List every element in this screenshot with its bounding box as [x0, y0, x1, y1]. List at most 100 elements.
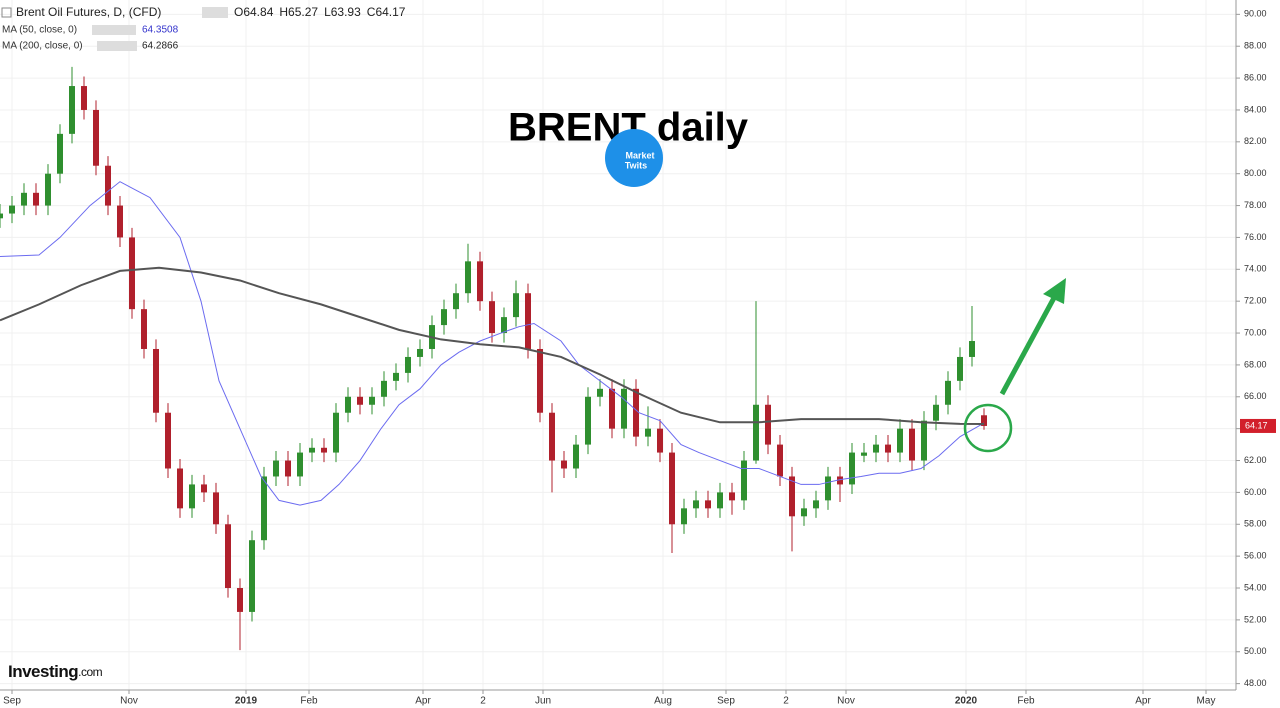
candle-body [141, 309, 147, 349]
y-tick-label: 60.00 [1244, 487, 1267, 497]
candle-body [537, 348, 543, 413]
candle-body [213, 492, 219, 525]
candle-body [861, 452, 867, 456]
candle-body [873, 444, 879, 453]
logo-text: Market [625, 150, 654, 160]
candle-body [717, 492, 723, 509]
y-tick-label: 48.00 [1244, 678, 1267, 688]
candle-body [741, 460, 747, 501]
candle-body [345, 396, 351, 413]
candle-body [609, 388, 615, 429]
candle-body [885, 444, 891, 453]
x-tick-label: Apr [415, 696, 431, 707]
legend-label: MA (200, close, 0) [2, 41, 83, 52]
candle-body [849, 452, 855, 485]
candle-body [285, 460, 291, 477]
candle-body [393, 372, 399, 381]
ohlc-values: O64.84 H65.27 L63.93 C64.17 [234, 5, 406, 19]
y-tick-label: 70.00 [1244, 327, 1267, 337]
candle-body [309, 447, 315, 453]
last-price-tag: 64.17 [1240, 418, 1276, 433]
candle-body [9, 205, 15, 214]
candle-body [657, 428, 663, 453]
candle-body [369, 396, 375, 405]
candle-body [297, 452, 303, 477]
collapse-icon[interactable] [1, 7, 12, 18]
candle-body [105, 165, 111, 206]
candle-body [81, 86, 87, 110]
candle-body [801, 508, 807, 517]
candle-body [945, 380, 951, 405]
annotation-arrow [999, 294, 1058, 396]
candle-body [69, 86, 75, 134]
y-tick-label: 72.00 [1244, 296, 1267, 306]
moving-average-line [0, 266, 985, 426]
candle-body [21, 192, 27, 206]
candle-body [621, 388, 627, 429]
x-tick-label: Nov [837, 696, 855, 707]
annotation-arrowhead [1043, 278, 1066, 304]
y-tick-label: 88.00 [1244, 41, 1267, 51]
x-tick-label: Apr [1135, 696, 1151, 707]
candle-body [117, 205, 123, 238]
x-tick-label: Nov [120, 696, 138, 707]
candle-body [273, 460, 279, 477]
candle-body [765, 404, 771, 445]
legend-label: MA (50, close, 0) [2, 25, 77, 36]
y-tick-label: 66.00 [1244, 391, 1267, 401]
candle-body [177, 468, 183, 509]
candle-body [549, 412, 555, 461]
x-tick-label: Feb [1017, 696, 1035, 707]
candle-body [597, 388, 603, 397]
candle-body [573, 444, 579, 469]
candle-body [957, 356, 963, 381]
legend-buttons[interactable] [97, 41, 137, 51]
y-tick-label: 56.00 [1244, 551, 1267, 561]
candle-body [585, 396, 591, 445]
ohlc-value: L63.93 [324, 5, 361, 19]
candle-body [381, 380, 387, 397]
candle-body [189, 484, 195, 509]
last-price-background [1240, 418, 1276, 433]
candle-body [753, 404, 759, 461]
legend-buttons[interactable] [92, 25, 136, 35]
y-tick-label: 50.00 [1244, 646, 1267, 656]
candle-body [93, 109, 99, 166]
candle-body [669, 452, 675, 525]
watermark-logo: Market Twits [605, 129, 663, 187]
legend-value: 64.3508 [142, 25, 179, 36]
candle-body [441, 309, 447, 326]
candle-body [681, 508, 687, 525]
x-tick-label: Jun [535, 696, 551, 707]
candle-body [933, 404, 939, 421]
logo-circle [605, 129, 663, 187]
candle-body [729, 492, 735, 501]
candle-body [417, 348, 423, 357]
y-tick-label: 74.00 [1244, 264, 1267, 274]
y-tick-label: 78.00 [1244, 200, 1267, 210]
legend: Brent Oil Futures, D, (CFD) O64.84 H65.27… [1, 5, 406, 52]
candle-body [501, 317, 507, 334]
x-tick-label: Sep [3, 696, 21, 707]
candle-body [45, 173, 51, 206]
candle-body [969, 341, 975, 357]
symbol: Brent Oil Futures, D, (CFD) [16, 5, 161, 19]
y-tick-label: 58.00 [1244, 519, 1267, 529]
x-tick-label: Sep [717, 696, 735, 707]
candle-body [57, 133, 63, 174]
y-tick-label: 54.00 [1244, 582, 1267, 592]
candle-body [201, 484, 207, 493]
legend-buttons[interactable] [202, 7, 228, 18]
ohlc-value: C64.17 [367, 5, 406, 19]
legend-value: 64.2866 [142, 41, 179, 52]
y-tick-label: 68.00 [1244, 359, 1267, 369]
candle-body [261, 476, 267, 541]
candle-body [477, 261, 483, 302]
candle-body [789, 476, 795, 517]
candle-body [489, 301, 495, 334]
annotation-circle [963, 403, 1013, 453]
last-price-label: 64.17 [1245, 420, 1268, 430]
candle-body [909, 428, 915, 461]
candle-body [705, 500, 711, 509]
